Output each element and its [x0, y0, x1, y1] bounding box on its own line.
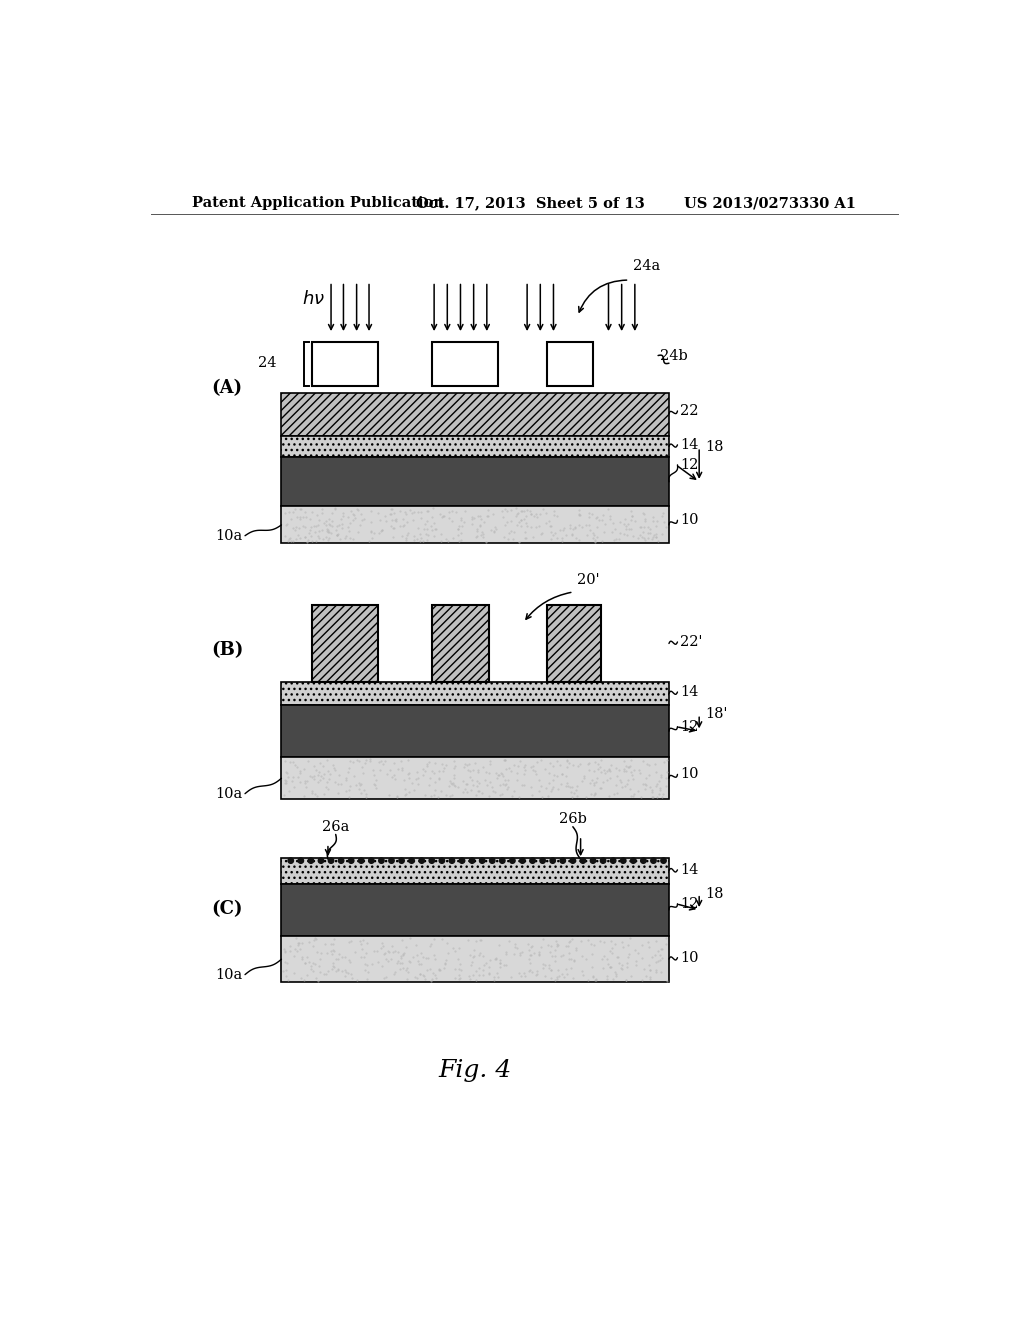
Text: 10: 10 — [680, 767, 698, 781]
Text: 24: 24 — [258, 356, 276, 370]
Text: 14: 14 — [680, 438, 698, 451]
Circle shape — [560, 858, 565, 863]
Text: 22': 22' — [680, 635, 702, 649]
Text: 24b: 24b — [659, 348, 687, 363]
Circle shape — [469, 858, 475, 863]
Bar — [547, 342, 593, 385]
Circle shape — [409, 858, 415, 863]
Circle shape — [621, 858, 626, 863]
Text: 14: 14 — [680, 863, 698, 876]
Circle shape — [631, 858, 636, 863]
Text: 10: 10 — [680, 513, 698, 527]
Text: (B): (B) — [212, 640, 244, 659]
Circle shape — [600, 858, 606, 863]
Circle shape — [650, 858, 656, 863]
Text: 26a: 26a — [322, 820, 349, 834]
Circle shape — [489, 858, 495, 863]
Text: 10a: 10a — [215, 968, 243, 982]
Circle shape — [581, 858, 586, 863]
Circle shape — [298, 858, 303, 863]
Bar — [312, 342, 378, 385]
Bar — [547, 605, 601, 682]
Bar — [282, 936, 669, 982]
Text: $h\nu$: $h\nu$ — [302, 289, 326, 308]
Text: (C): (C) — [212, 900, 244, 919]
Circle shape — [379, 858, 384, 863]
Circle shape — [540, 858, 546, 863]
Bar — [282, 436, 669, 457]
Circle shape — [610, 858, 615, 863]
Bar — [282, 393, 669, 436]
Text: 12: 12 — [680, 719, 698, 734]
Circle shape — [318, 858, 324, 863]
Circle shape — [641, 858, 646, 863]
Circle shape — [358, 858, 364, 863]
Text: 10: 10 — [680, 950, 698, 965]
Bar — [432, 342, 499, 385]
Text: 24a: 24a — [633, 259, 660, 273]
Circle shape — [419, 858, 424, 863]
Circle shape — [399, 858, 404, 863]
Text: Fig. 4: Fig. 4 — [438, 1060, 512, 1082]
Text: 12: 12 — [680, 896, 698, 911]
Text: US 2013/0273330 A1: US 2013/0273330 A1 — [684, 197, 856, 210]
Bar — [282, 758, 669, 799]
Text: 10a: 10a — [215, 787, 243, 801]
Text: 14: 14 — [680, 685, 698, 700]
Text: 18: 18 — [706, 887, 724, 900]
Bar — [282, 705, 669, 758]
Text: 18': 18' — [706, 708, 728, 721]
Text: 12: 12 — [680, 458, 698, 471]
Circle shape — [479, 858, 485, 863]
Circle shape — [439, 858, 444, 863]
Text: Oct. 17, 2013  Sheet 5 of 13: Oct. 17, 2013 Sheet 5 of 13 — [417, 197, 645, 210]
Circle shape — [520, 858, 525, 863]
Text: 20': 20' — [578, 573, 600, 587]
Circle shape — [348, 858, 354, 863]
Bar — [282, 457, 669, 507]
Circle shape — [429, 858, 434, 863]
Circle shape — [389, 858, 394, 863]
Text: (A): (A) — [212, 379, 243, 397]
Circle shape — [510, 858, 515, 863]
Bar — [432, 605, 489, 682]
Bar — [282, 884, 669, 936]
Circle shape — [500, 858, 505, 863]
Circle shape — [570, 858, 575, 863]
Circle shape — [529, 858, 536, 863]
Circle shape — [590, 858, 596, 863]
Text: 18: 18 — [706, 440, 724, 454]
Bar — [282, 507, 669, 544]
Circle shape — [308, 858, 313, 863]
Circle shape — [369, 858, 374, 863]
Text: Patent Application Publication: Patent Application Publication — [191, 197, 443, 210]
Text: 10a: 10a — [215, 529, 243, 543]
Text: 26b: 26b — [559, 812, 587, 826]
Circle shape — [450, 858, 455, 863]
Circle shape — [288, 858, 294, 863]
Bar — [282, 682, 669, 705]
Bar — [312, 605, 378, 682]
Circle shape — [660, 858, 667, 863]
Bar — [282, 858, 669, 884]
Circle shape — [338, 858, 344, 863]
Circle shape — [329, 858, 334, 863]
Circle shape — [550, 858, 555, 863]
Text: 22: 22 — [680, 404, 698, 418]
Circle shape — [460, 858, 465, 863]
